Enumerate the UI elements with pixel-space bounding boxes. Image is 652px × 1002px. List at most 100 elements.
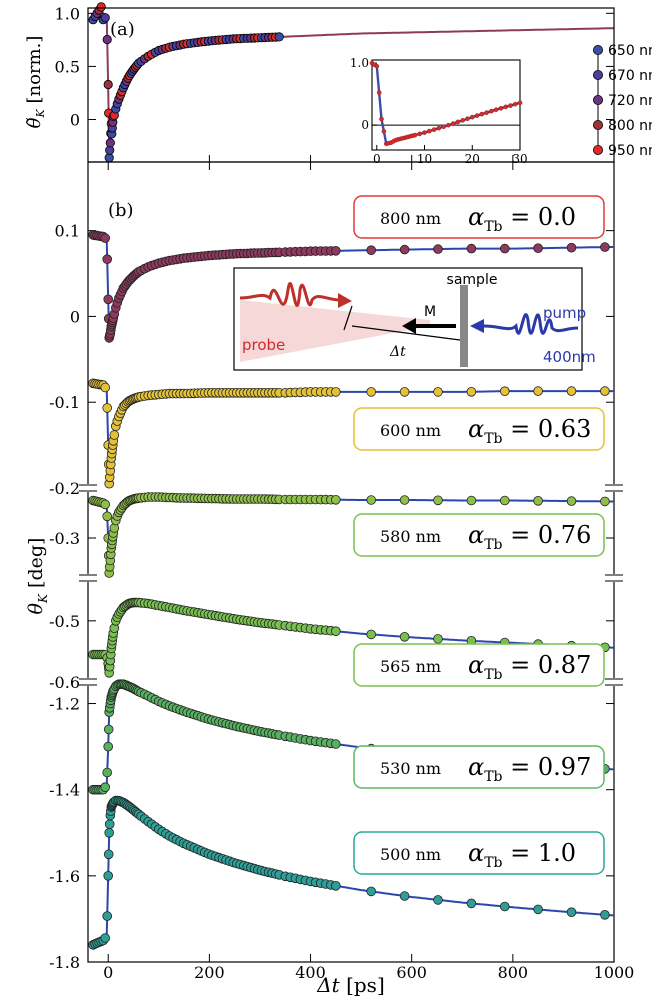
inset-point [498,106,504,111]
inset-ytick-label: 1.0 [350,56,369,70]
wavelength-label: 530 nm [380,759,441,778]
wavelength-box: 565 nm αTb = 0.87 [353,643,605,687]
panel-b-ytick-label: -1.8 [49,953,80,972]
series-point [366,629,377,640]
series-point [104,827,114,838]
legend-label: 670 nm [608,68,652,84]
panel-b-ytick-label: -0.1 [49,393,80,412]
legend-label: 650 nm [608,43,652,59]
series-point [330,739,341,749]
panel-b-ytick-label: -1.4 [49,781,80,800]
panel-b-label: (b) [108,200,134,221]
series-point [399,631,410,642]
inset-ytick-label: 0 [361,118,369,132]
panel-a-point [96,2,106,12]
probe-beam [240,300,430,362]
series-point [566,242,577,253]
wavelength-box: 800 nm αTb = 0.0 [353,195,605,239]
series-point [533,904,543,915]
alpha-expression: αTb = 0.63 [468,415,591,447]
x-tick-label: 200 [194,963,225,982]
axis-break-gap [79,484,97,492]
probe-pulse-icon [239,282,341,307]
series-point [102,911,112,921]
x-tick-label: 400 [295,963,326,982]
series-point [566,386,577,396]
sample-plate [460,285,468,367]
panel-a-point [274,32,284,42]
series-point [499,495,510,506]
series-point [366,886,377,897]
panel-b-ytick-label: 0.1 [55,222,80,241]
inset-xtick-label: 10 [417,152,432,166]
pump-arrow-icon [470,319,484,333]
series-point [566,907,577,917]
series-point [600,242,610,252]
series-point [330,246,341,256]
series-point [533,386,543,396]
series-point [399,387,410,397]
series-point [566,496,577,506]
inset-point [412,132,418,138]
series-point [109,430,120,440]
axis-break-gap [605,678,623,686]
alpha-expression: αTb = 1.0 [468,839,576,871]
wavelength-box-frame [353,407,605,451]
inset-point [465,116,470,121]
panel-b-ytick-label: -0.3 [49,529,80,548]
wavelength-label: 500 nm [380,845,441,864]
panel-a-point [100,13,110,23]
series-point [600,386,610,396]
wavelength-box: 500 nm αTb = 1.0 [353,831,605,875]
inset-point [381,129,387,134]
panel-a-ytick-label: 0 [70,111,80,130]
alpha-expression: αTb = 0.87 [468,651,591,683]
probe-label: probe [242,336,285,354]
inset-point [517,100,523,106]
legend-label: 950 nm [608,143,652,159]
inset-point [376,90,382,95]
wavelength-box-frame [353,643,605,687]
series-point [466,898,477,909]
series-point [103,294,113,305]
series-point [499,386,510,397]
series-point [499,243,510,254]
inset-point [469,114,475,120]
alpha-expression: αTb = 0.97 [468,753,591,785]
series-point [100,933,110,943]
inset-point [450,121,456,126]
series-point [433,895,443,905]
inset-xtick-label: 0 [373,152,381,166]
inset-point [436,125,442,131]
series-point [100,233,110,243]
legend-label: 800 nm [608,118,652,134]
sample-label: sample [447,272,498,288]
legend-marker [593,120,604,131]
series-point [466,386,477,397]
series-point [102,403,112,413]
panel-a-frame [87,7,615,163]
wavelength-label: 600 nm [380,421,441,440]
series-point [102,511,112,522]
series-point [399,244,410,255]
legend-marker [593,45,604,56]
series-point [100,382,110,393]
inset-point [493,107,499,112]
x-tick-label: 800 [498,963,529,982]
series-point [366,387,377,397]
wavelength-label: 800 nm [380,209,441,228]
series-point [600,909,610,920]
inset-point [446,122,451,128]
inset-point [441,124,446,129]
series-point [600,496,610,507]
series-point [433,387,443,397]
pump-probe-schematic: probe sample M Δt pump 400nm [233,267,596,371]
wavelength-box: 600 nm αTb = 0.63 [353,407,605,451]
x-tick-label: 0 [103,963,113,982]
inset-point [379,116,384,122]
axis-break-gap [605,484,623,492]
inset-frame [371,59,521,151]
inset-xtick-label: 20 [465,152,480,166]
legend-marker [593,144,604,155]
panel-a-ytick-label: 1.0 [55,4,80,23]
